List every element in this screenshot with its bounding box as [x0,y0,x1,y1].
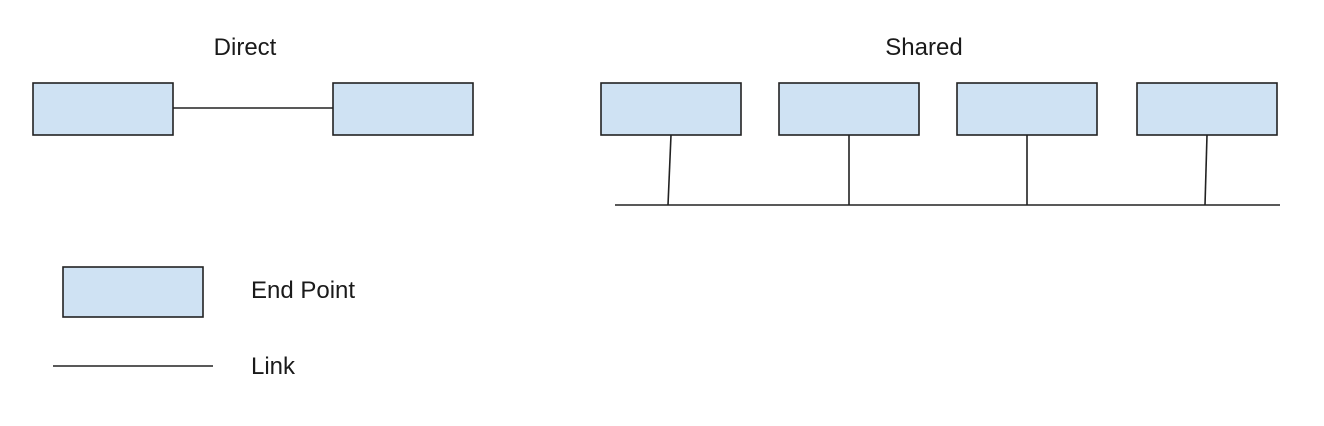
shared-endpoint-4 [1136,82,1278,136]
direct-title: Direct [214,34,277,61]
legend-endpoint-label: End Point [251,277,355,304]
legend-link-label: Link [251,353,296,380]
shared-title: Shared [885,34,962,61]
shared-endpoint-3 [956,82,1098,136]
shared-endpoint-1 [600,82,742,136]
direct-endpoint-left [32,82,174,136]
legend: End Point Link [53,266,355,380]
direct-endpoint-right [332,82,474,136]
shared-topology: Shared [600,34,1280,206]
shared-drop-link-1 [667,134,672,206]
direct-topology: Direct [32,34,474,136]
shared-drop-link-4 [1204,134,1208,206]
shared-endpoint-2 [778,82,920,136]
legend-endpoint-swatch [62,266,204,318]
